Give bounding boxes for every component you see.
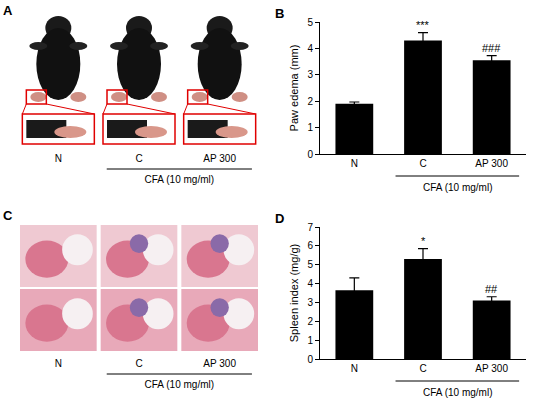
svg-text:Paw edema (mm): Paw edema (mm) xyxy=(288,45,300,132)
svg-text:CFA (10 mg/ml): CFA (10 mg/ml) xyxy=(145,174,214,185)
svg-text:1: 1 xyxy=(307,335,313,346)
svg-text:Spleen index (mg/g): Spleen index (mg/g) xyxy=(288,244,300,342)
svg-text:*: * xyxy=(421,235,426,247)
svg-text:1: 1 xyxy=(307,122,313,133)
svg-text:AP 300: AP 300 xyxy=(203,153,236,164)
svg-text:N: N xyxy=(55,358,62,369)
svg-text:C: C xyxy=(135,358,142,369)
svg-text:7: 7 xyxy=(307,222,313,233)
svg-text:4: 4 xyxy=(307,43,313,54)
svg-text:3: 3 xyxy=(307,297,313,308)
svg-text:A: A xyxy=(3,3,13,18)
svg-text:6: 6 xyxy=(307,240,313,251)
svg-text:2: 2 xyxy=(307,96,313,107)
svg-text:0: 0 xyxy=(307,149,313,160)
svg-text:3: 3 xyxy=(307,69,313,80)
svg-text:5: 5 xyxy=(307,259,313,270)
svg-text:CFA (10 mg/ml): CFA (10 mg/ml) xyxy=(423,387,492,398)
svg-text:D: D xyxy=(275,211,284,226)
svg-text:***: *** xyxy=(416,19,430,31)
svg-text:4: 4 xyxy=(307,278,313,289)
svg-text:0: 0 xyxy=(307,354,313,365)
svg-text:C: C xyxy=(3,208,13,223)
svg-text:5: 5 xyxy=(307,17,313,28)
svg-text:C: C xyxy=(419,158,426,169)
svg-text:2: 2 xyxy=(307,316,313,327)
svg-text:B: B xyxy=(275,6,284,21)
svg-text:N: N xyxy=(351,158,358,169)
svg-text:N: N xyxy=(351,363,358,374)
svg-text:N: N xyxy=(55,153,62,164)
svg-text:##: ## xyxy=(485,283,498,295)
svg-text:C: C xyxy=(135,153,142,164)
svg-text:C: C xyxy=(419,363,426,374)
svg-text:###: ### xyxy=(482,42,501,54)
svg-text:AP 300: AP 300 xyxy=(203,358,236,369)
svg-text:CFA (10 mg/ml): CFA (10 mg/ml) xyxy=(423,182,492,193)
svg-text:AP 300: AP 300 xyxy=(475,363,508,374)
svg-text:CFA (10 mg/ml): CFA (10 mg/ml) xyxy=(145,379,214,390)
svg-text:AP 300: AP 300 xyxy=(475,158,508,169)
